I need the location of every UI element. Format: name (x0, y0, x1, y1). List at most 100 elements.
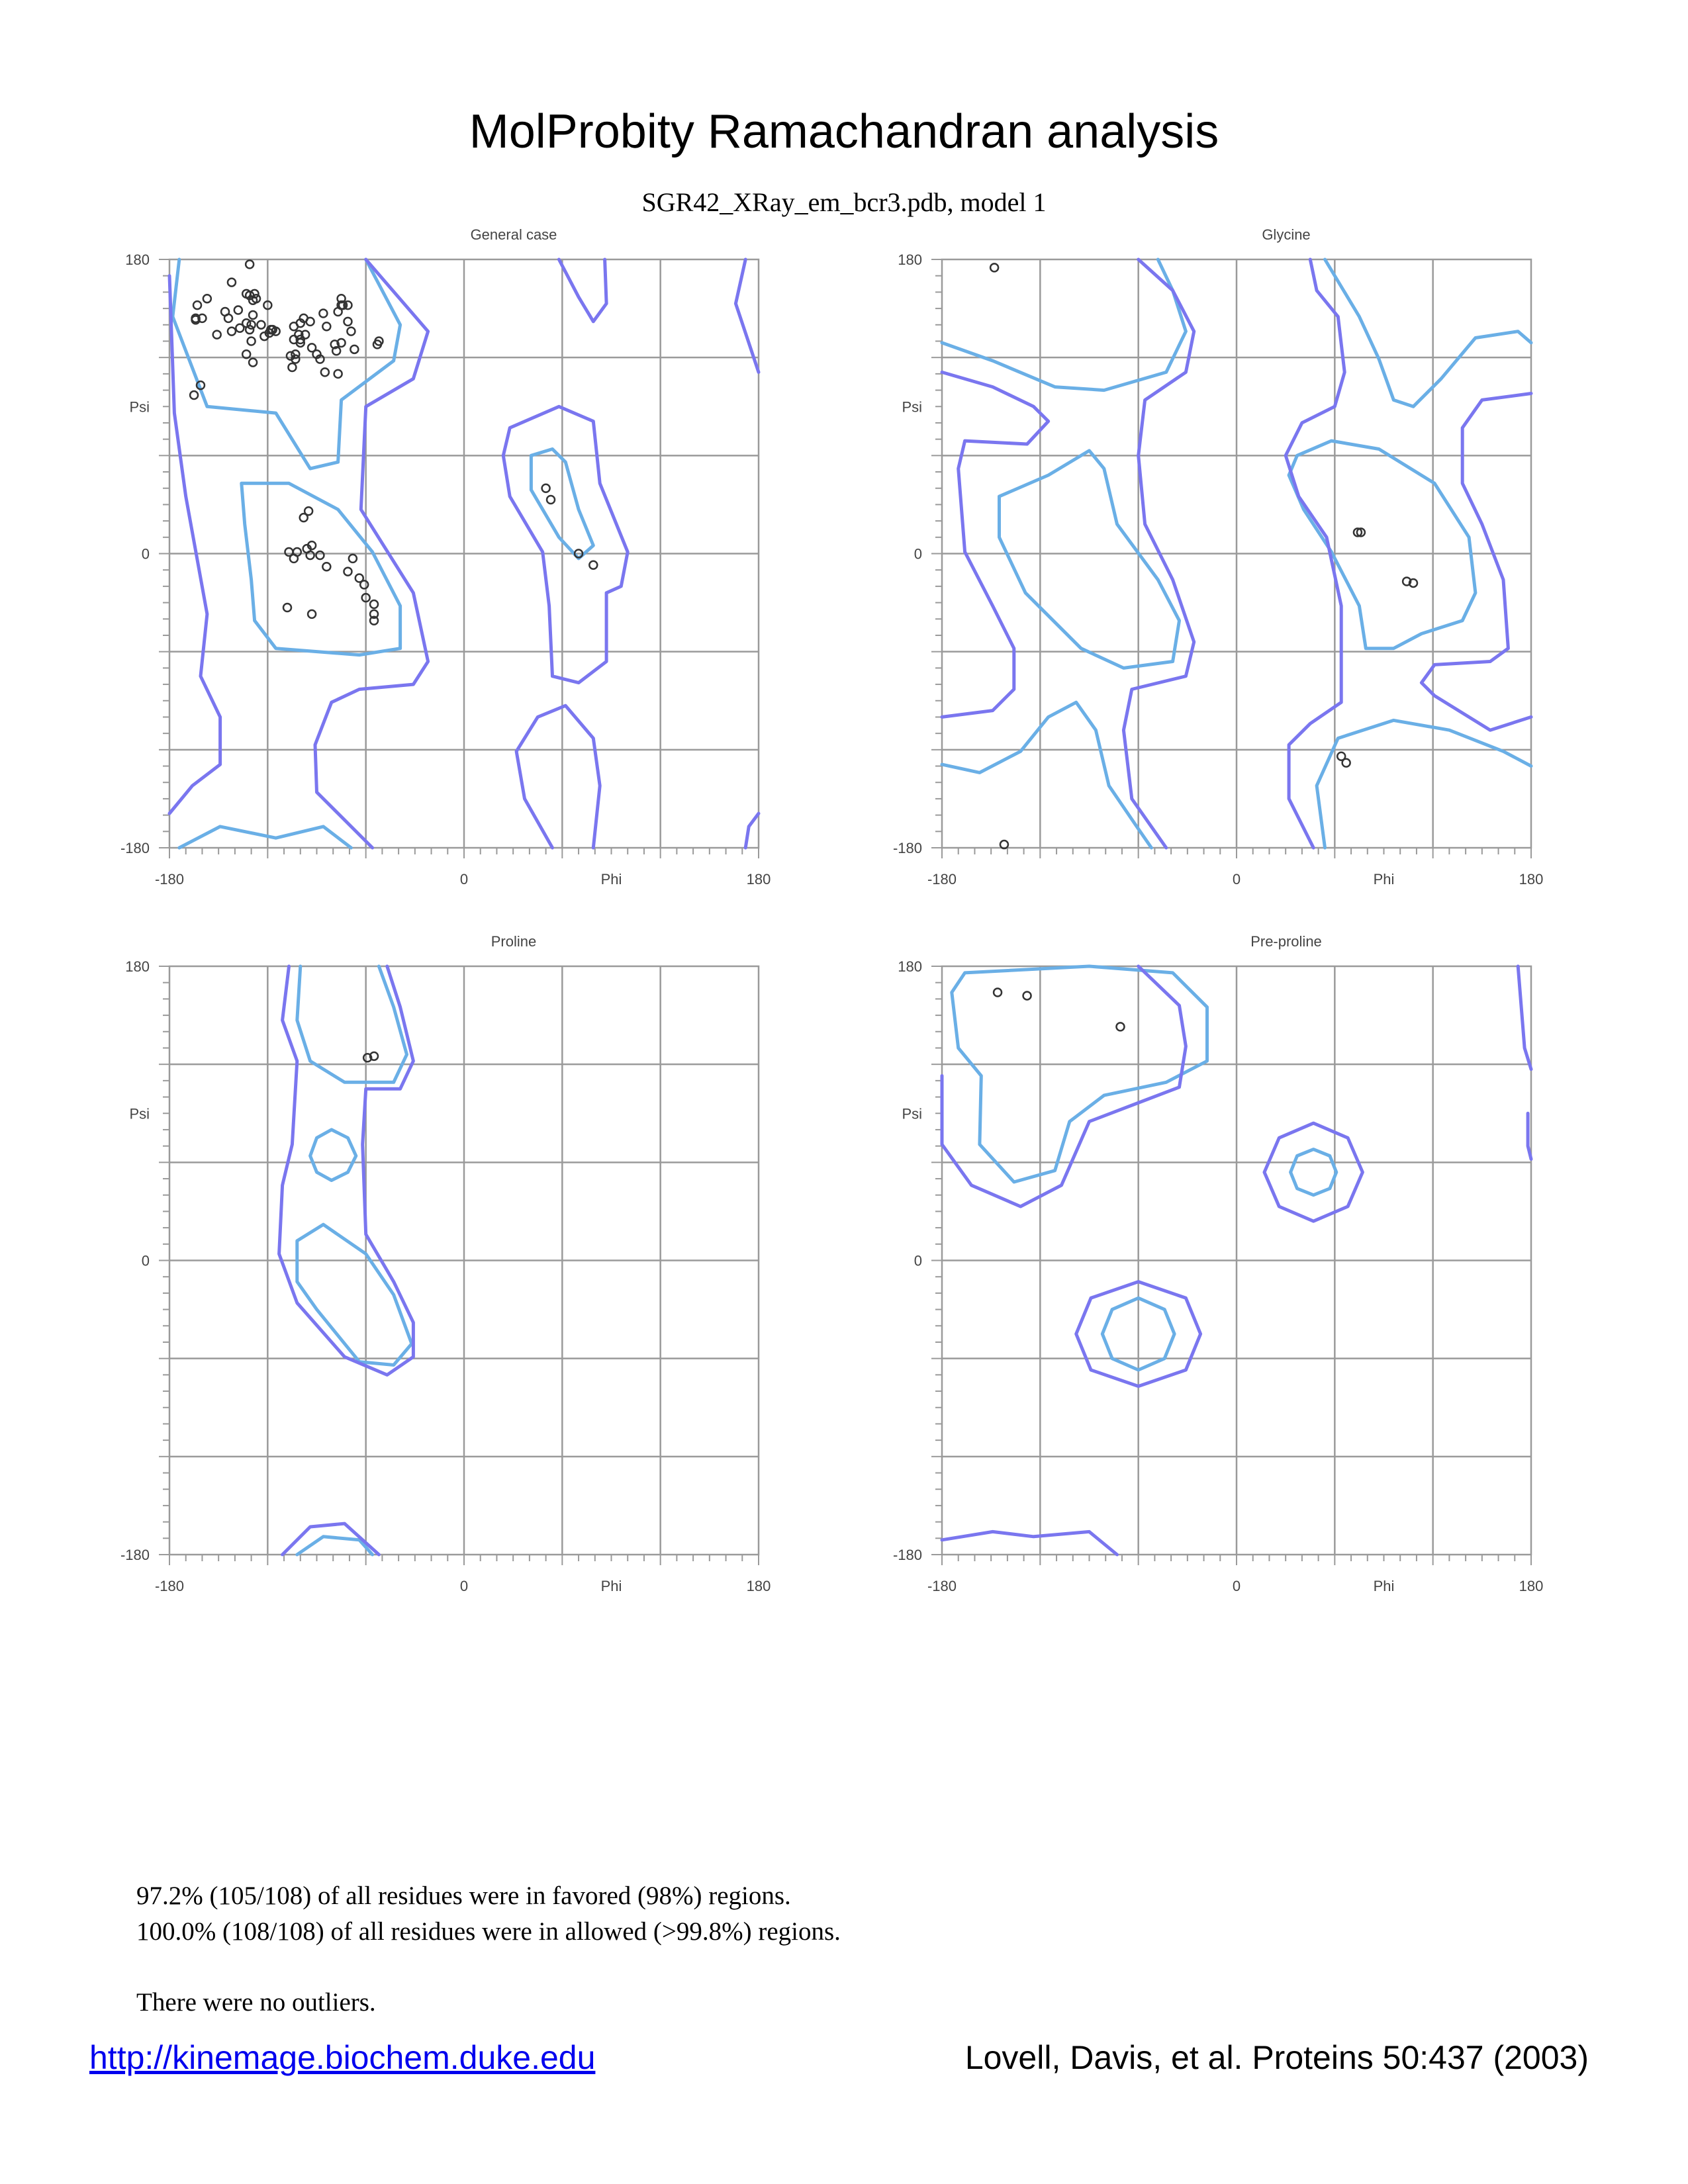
x-axis-label: Phi (601, 871, 622, 887)
plot-frame (941, 965, 1532, 1556)
contour-favored (171, 257, 402, 471)
residue-point (223, 313, 234, 324)
residue-point (369, 609, 379, 619)
residue-point (264, 328, 275, 338)
residue-point (271, 326, 281, 336)
residue-point (369, 615, 379, 625)
y-tick-label: -180 (120, 1547, 150, 1563)
residue-point (362, 1053, 373, 1063)
panel-title: Proline (491, 933, 536, 950)
residue-point (248, 310, 258, 320)
contour-allowed (277, 964, 415, 1377)
y-tick-label: 0 (914, 1253, 922, 1269)
contour-favored (950, 964, 1209, 1184)
x-tick-label: 0 (460, 1578, 468, 1594)
y-axis-label: Psi (129, 1105, 150, 1122)
residue-point (369, 599, 379, 610)
contour-favored (998, 449, 1181, 670)
residue-point (361, 592, 371, 603)
residue-point (291, 354, 301, 364)
report-title: MolProbity Ramachandran analysis (469, 105, 1219, 158)
residue-point (212, 330, 222, 340)
contour-allowed (1074, 1280, 1203, 1388)
x-tick-label: -180 (155, 871, 184, 887)
contour-favored (240, 481, 402, 657)
residue-point (318, 308, 328, 318)
x-tick-label: -180 (927, 1578, 957, 1594)
residue-point (197, 313, 207, 324)
residue-point (336, 338, 346, 348)
residue-point (343, 316, 353, 327)
residue-point (1408, 578, 1419, 588)
residue-point (306, 609, 317, 619)
residue-point (287, 362, 297, 373)
plot-panel-pre-proline: Pre-proline -180 0 Phi 180 180 Psi 0 -180 (893, 933, 1543, 1594)
kinemage-link[interactable]: http://kinemage.biochem.duke.edu (89, 2039, 596, 2076)
y-axis-label: Psi (902, 398, 922, 415)
residue-point (250, 289, 259, 299)
residue-point (305, 550, 315, 561)
residue-point (333, 369, 343, 379)
contour-favored (940, 700, 1153, 850)
residue-point (256, 320, 266, 330)
residue-point (1115, 1022, 1125, 1032)
contour-allowed (940, 370, 1051, 719)
contour-allowed (940, 1529, 1119, 1557)
residue-point (1341, 758, 1351, 768)
contour-favored (295, 964, 408, 1084)
residue-point (306, 343, 317, 353)
stats-outliers: There were no outliers. (136, 1988, 376, 2017)
residue-point (336, 294, 346, 304)
contour-favored (1100, 1296, 1176, 1372)
contour-allowed (940, 964, 1188, 1208)
residue-point (226, 326, 237, 336)
y-tick-label: 0 (142, 546, 150, 563)
contour-favored (529, 447, 595, 561)
residue-point (999, 839, 1009, 850)
contour-favored (1287, 439, 1477, 651)
residue-point (1336, 751, 1346, 761)
panel-title: Glycine (1262, 226, 1310, 243)
residue-point (305, 316, 315, 327)
residue-point (192, 300, 203, 310)
y-tick-label: 180 (125, 251, 150, 268)
contour-allowed (281, 1522, 381, 1557)
y-tick-label: 180 (898, 958, 922, 975)
contour-favored (1315, 718, 1533, 850)
residue-point (248, 357, 258, 367)
x-tick-label: 180 (1519, 1578, 1544, 1594)
residue-point (241, 349, 252, 359)
residue-point (369, 1051, 379, 1062)
residue-point (331, 346, 342, 356)
panel-title: General case (471, 226, 557, 243)
contour-allowed (733, 257, 761, 374)
contour-favored (1289, 1148, 1338, 1197)
residue-point (289, 553, 299, 564)
panel-title: Pre-proline (1250, 933, 1322, 950)
contour-allowed (1419, 392, 1533, 732)
x-tick-label: -180 (155, 1578, 184, 1594)
contour-allowed (557, 257, 608, 324)
y-tick-label: 0 (142, 1253, 150, 1269)
x-tick-label: 180 (1519, 871, 1544, 887)
residue-point (322, 321, 332, 332)
residue-point (322, 562, 332, 572)
contour-allowed (1121, 257, 1196, 850)
residue-point (246, 336, 256, 346)
residue-point (588, 560, 598, 570)
y-axis-label: Psi (129, 398, 150, 415)
residue-point (248, 295, 258, 305)
contour-allowed (1262, 1121, 1364, 1223)
contour-allowed (313, 257, 430, 850)
contour-favored (940, 257, 1188, 392)
citation: Lovell, Davis, et al. Proteins 50:437 (2… (964, 2039, 1589, 2076)
contour-allowed (514, 704, 602, 850)
contour-favored (295, 1222, 414, 1367)
residue-point (1022, 991, 1032, 1001)
residue-point (354, 573, 365, 583)
residue-point (291, 349, 301, 359)
x-tick-label: -180 (927, 871, 957, 887)
plot-panel-glycine: Glycine -180 0 Phi 180 180 Psi 0 -180 (893, 226, 1543, 887)
